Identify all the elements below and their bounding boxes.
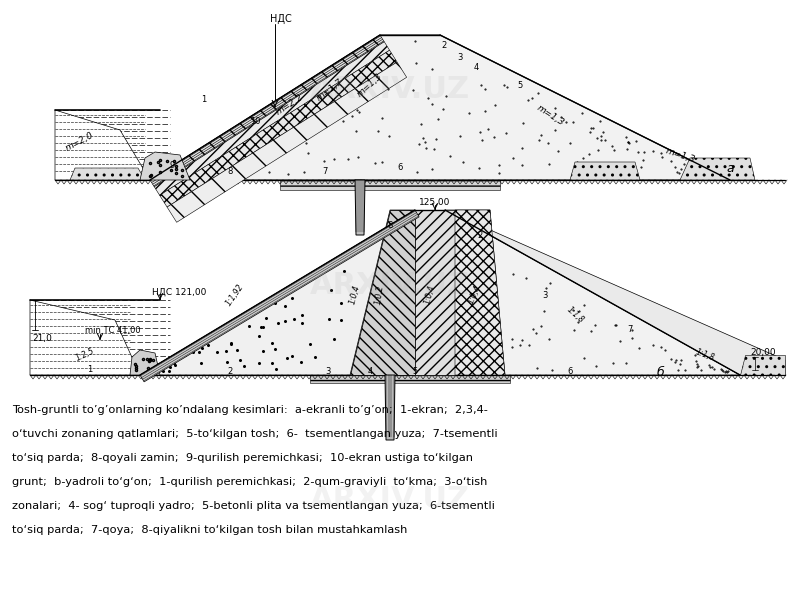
Text: 20,00: 20,00 [750, 347, 776, 356]
Text: НДС: НДС [270, 14, 292, 24]
Text: to‘siq parda;  7-qoya;  8-qiyalikni to‘kilgan tosh bilan mustahkamlash: to‘siq parda; 7-qoya; 8-qiyalikni to‘kil… [12, 525, 407, 535]
Text: 1: 1 [202, 95, 206, 104]
Polygon shape [167, 62, 406, 222]
Polygon shape [740, 355, 785, 375]
Polygon shape [140, 152, 190, 180]
Text: m=2,0: m=2,0 [64, 131, 96, 153]
Text: ARXIV.UZ: ARXIV.UZ [310, 485, 470, 514]
Text: 1:1,92: 1:1,92 [224, 283, 246, 308]
Text: m=1,7: m=1,7 [315, 77, 345, 103]
Polygon shape [150, 35, 384, 187]
Text: 2: 2 [227, 367, 233, 377]
Polygon shape [415, 210, 455, 375]
Text: 3: 3 [326, 367, 330, 377]
Text: m=1,3: m=1,3 [356, 71, 384, 98]
Text: 2: 2 [478, 230, 482, 239]
Polygon shape [150, 35, 730, 180]
Text: grunt;  b-yadroli to‘g‘on;  1-qurilish peremichkasi;  2-qum-graviyli  to‘kma;  3: grunt; b-yadroli to‘g‘on; 1-qurilish per… [12, 477, 487, 487]
Text: б: б [656, 365, 664, 379]
Polygon shape [140, 210, 419, 382]
Text: 2: 2 [442, 40, 446, 49]
Text: 21,0: 21,0 [32, 334, 52, 343]
Polygon shape [280, 180, 500, 190]
Text: 1:2,5: 1:2,5 [74, 347, 96, 363]
Text: 1:1,8: 1:1,8 [565, 305, 586, 325]
Text: 8: 8 [227, 167, 233, 176]
Text: min ТС 41,00: min ТС 41,00 [85, 325, 141, 335]
Text: to‘siq parda;  8-qoyali zamin;  9-qurilish peremichkasi;  10-ekran ustiga to‘kil: to‘siq parda; 8-qoyali zamin; 9-qurilish… [12, 453, 473, 463]
Polygon shape [445, 210, 740, 375]
Text: 1:0,4: 1:0,4 [348, 284, 362, 305]
Text: НДС 121,00: НДС 121,00 [152, 287, 206, 296]
Polygon shape [310, 375, 510, 383]
Text: a: a [726, 161, 734, 175]
Text: 1:0,4: 1:0,4 [423, 284, 437, 305]
Polygon shape [680, 158, 755, 180]
Polygon shape [455, 210, 505, 375]
Polygon shape [154, 42, 390, 195]
Text: ARXIV.UZ: ARXIV.UZ [310, 271, 470, 299]
Polygon shape [140, 210, 415, 375]
Text: 7: 7 [627, 325, 633, 335]
Text: m=2,2: m=2,2 [274, 93, 306, 117]
Text: 8: 8 [387, 220, 393, 229]
Polygon shape [385, 375, 395, 440]
Polygon shape [355, 180, 365, 235]
Polygon shape [445, 210, 785, 375]
Text: 10: 10 [250, 118, 260, 127]
Polygon shape [130, 350, 160, 375]
Text: 1:0,4: 1:0,4 [466, 284, 483, 306]
Text: ARXIV.UZ: ARXIV.UZ [310, 76, 470, 104]
Text: 6: 6 [567, 367, 573, 377]
Text: 1:0,2: 1:0,2 [374, 284, 386, 305]
Text: 3: 3 [542, 290, 548, 299]
Text: 125,00: 125,00 [419, 197, 450, 206]
Text: m=1,3: m=1,3 [664, 146, 696, 164]
Text: 4: 4 [474, 62, 478, 71]
Text: 3: 3 [458, 52, 462, 61]
Polygon shape [159, 50, 397, 207]
Text: 9: 9 [170, 160, 174, 169]
Text: 6: 6 [398, 163, 402, 173]
Text: 4: 4 [367, 367, 373, 377]
Polygon shape [570, 162, 640, 180]
Polygon shape [70, 168, 145, 180]
Polygon shape [55, 110, 150, 180]
Polygon shape [30, 300, 140, 375]
Text: Tosh-gruntli to’g’onlarning ko’ndalang kesimlari:  a-ekranli to’g’on;  1-ekran; : Tosh-gruntli to’g’onlarning ko’ndalang k… [12, 405, 488, 415]
Text: o‘tuvchi zonaning qatlamlari;  5-to‘kilgan tosh;  6-  tsementlangan yuza;  7-tse: o‘tuvchi zonaning qatlamlari; 5-to‘kilga… [12, 429, 498, 439]
Text: 1: 1 [87, 365, 93, 374]
Text: zonalari;  4- sog‘ tuproqli yadro;  5-betonli plita va tsementlangan yuza;  6-ts: zonalari; 4- sog‘ tuproqli yadro; 5-beto… [12, 501, 495, 511]
Text: 1:1,8: 1:1,8 [694, 347, 716, 362]
Text: 5: 5 [518, 80, 522, 89]
Text: 7: 7 [322, 167, 328, 176]
Polygon shape [350, 210, 415, 375]
Text: m=1,3: m=1,3 [534, 103, 566, 127]
Text: 5: 5 [412, 367, 418, 377]
